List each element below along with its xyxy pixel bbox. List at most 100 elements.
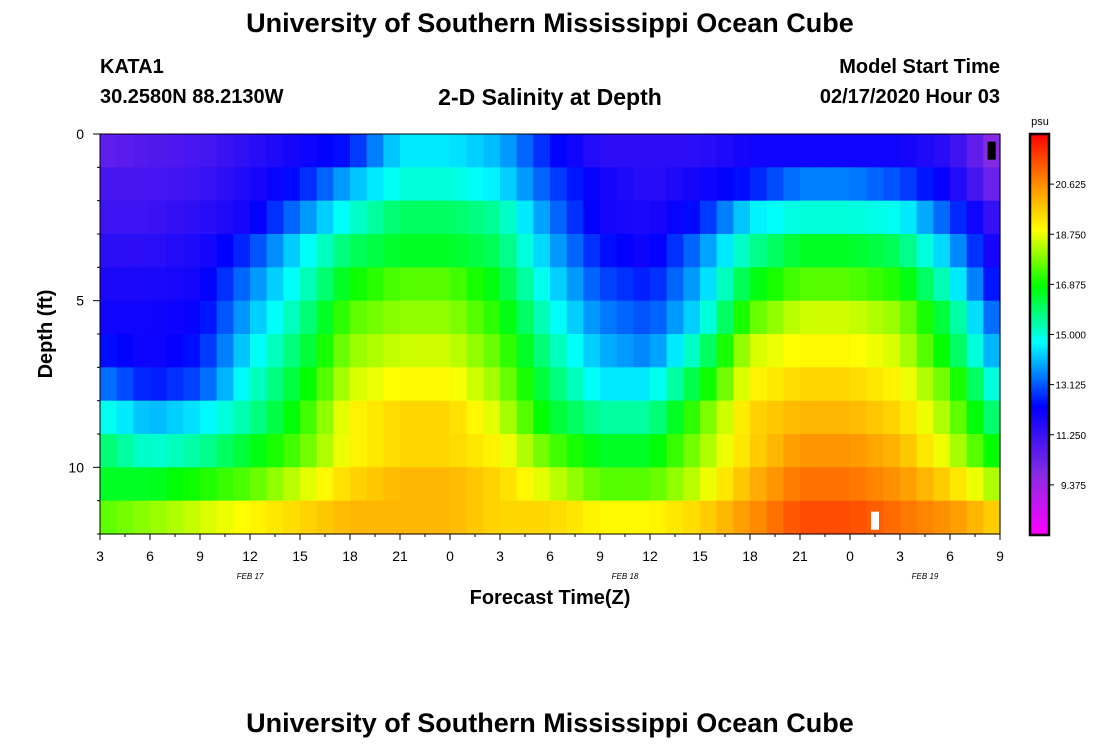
heatmap-cell <box>216 300 234 335</box>
heatmap-cell <box>700 500 718 535</box>
heatmap-cell <box>916 434 934 468</box>
heatmap-cell <box>700 467 718 502</box>
heatmap-cell <box>583 134 601 168</box>
colorbar-tick-label: 20.625 <box>1055 180 1086 191</box>
heatmap-cell <box>200 334 218 368</box>
y-axis: 0 5 10 <box>68 126 100 535</box>
heatmap-cell <box>983 234 1001 268</box>
heatmap-cell <box>416 367 434 402</box>
heatmap-cell <box>716 300 734 335</box>
heatmap-cell <box>250 234 268 268</box>
x-tick-label: 0 <box>846 548 854 564</box>
heatmap-cell <box>116 500 134 535</box>
heatmap-cell <box>416 434 434 468</box>
heatmap-cell <box>983 467 1001 502</box>
heatmap-cell <box>416 334 434 368</box>
heatmap-cell <box>383 367 401 402</box>
heatmap-cell <box>800 367 818 402</box>
heatmap-cell <box>166 300 184 335</box>
model-start-label: Model Start Time <box>839 56 1000 78</box>
heatmap-cell <box>300 134 318 168</box>
heatmap-cell <box>933 434 951 468</box>
heatmap-cell <box>416 467 434 502</box>
heatmap-cell <box>866 300 884 335</box>
heatmap-cell <box>450 300 468 335</box>
heatmap-cell <box>550 400 568 435</box>
heatmap-cell <box>533 167 551 202</box>
heatmap-cell <box>316 234 334 268</box>
heatmap-cell <box>550 134 568 168</box>
heatmap-cell <box>883 200 901 235</box>
heatmap-cell <box>850 500 868 535</box>
heatmap-cell <box>133 500 151 535</box>
colorbar-tick-label: 13.125 <box>1055 381 1086 392</box>
heatmap-cell <box>150 500 168 535</box>
y-axis-label: Depth (ft) <box>35 290 57 379</box>
heatmap-cell <box>383 134 401 168</box>
heatmap-cell <box>750 467 768 502</box>
heatmap-cell <box>233 234 251 268</box>
heatmap-cell <box>500 200 518 235</box>
heatmap-cell <box>683 234 701 268</box>
heatmap-cell <box>766 167 784 202</box>
heatmap-cell <box>366 167 384 202</box>
heatmap-cell <box>233 434 251 468</box>
heatmap-cell <box>933 134 951 168</box>
heatmap-cell <box>850 334 868 368</box>
date-label: FEB 19 <box>912 572 939 581</box>
heatmap-cell <box>650 167 668 202</box>
heatmap-cell <box>766 300 784 335</box>
heatmap-cell <box>983 367 1001 402</box>
heatmap-cell <box>333 200 351 235</box>
chart-title: 2-D Salinity at Depth <box>438 84 662 110</box>
heatmap-cell <box>716 334 734 368</box>
heatmap-cell <box>366 200 384 235</box>
heatmap-cell <box>933 400 951 435</box>
heatmap-cell <box>650 334 668 368</box>
heatmap-cell <box>433 467 451 502</box>
heatmap-cell <box>750 334 768 368</box>
heatmap-cell <box>383 400 401 435</box>
heatmap-cell <box>800 234 818 268</box>
heatmap-cell <box>916 200 934 235</box>
heatmap-cell <box>466 334 484 368</box>
heatmap-cell <box>100 134 118 168</box>
heatmap-cell <box>866 167 884 202</box>
heatmap-cell <box>133 167 151 202</box>
heatmap-cell <box>500 500 518 535</box>
heatmap-cell <box>633 467 651 502</box>
heatmap-cell <box>216 500 234 535</box>
heatmap-cell <box>616 134 634 168</box>
heatmap-cell <box>333 300 351 335</box>
heatmap-cell <box>916 367 934 402</box>
heatmap-cell <box>483 467 501 502</box>
heatmap-cell <box>166 367 184 402</box>
heatmap-cell <box>566 434 584 468</box>
heatmap-cell <box>833 134 851 168</box>
heatmap-cell <box>233 167 251 202</box>
heatmap-cell <box>416 200 434 235</box>
heatmap-cell <box>500 400 518 435</box>
heatmap-cell <box>566 367 584 402</box>
heatmap-cell <box>250 300 268 335</box>
heatmap-cell <box>750 167 768 202</box>
heatmap-cell <box>916 400 934 435</box>
colorbar-tick-label: 18.750 <box>1055 230 1086 241</box>
heatmap-cell <box>550 467 568 502</box>
model-start-value: 02/17/2020 Hour 03 <box>819 86 1000 108</box>
x-tick-label: 6 <box>546 548 554 564</box>
heatmap-cell <box>983 167 1001 202</box>
main-title: University of Southern Mississippi Ocean… <box>246 8 854 38</box>
heatmap-cell <box>733 400 751 435</box>
heatmap-cell <box>583 300 601 335</box>
heatmap-cell <box>916 134 934 168</box>
heatmap-cell <box>583 234 601 268</box>
heatmap-cell <box>500 234 518 268</box>
heatmap-cell <box>683 434 701 468</box>
heatmap-cell <box>783 334 801 368</box>
heatmap-cell <box>750 500 768 535</box>
heatmap-cell <box>483 367 501 402</box>
heatmap-cell <box>516 434 534 468</box>
heatmap-cell <box>316 167 334 202</box>
heatmap-cell <box>266 334 284 368</box>
